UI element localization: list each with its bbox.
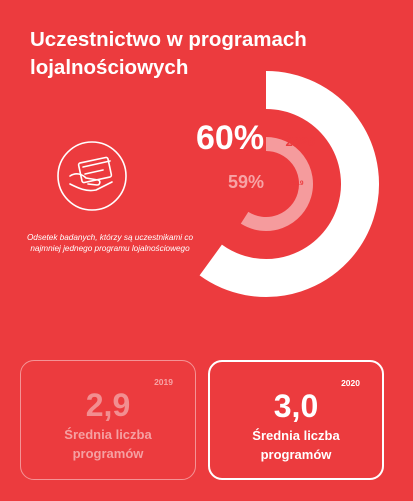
series-label-2020: 2020: [286, 134, 315, 149]
stat-label-2019-line-1: Średnia liczba: [64, 427, 152, 442]
stat-value-2019: 2,9: [85, 387, 131, 423]
stat-card-2019: 2019 2,9 Średnia liczba programów: [20, 360, 196, 480]
chart-caption: Odsetek badanych, którzy są uczestnikami…: [20, 232, 200, 254]
caption-line-1: Odsetek badanych, którzy są uczestnikami…: [26, 233, 194, 242]
hand-holding-card-icon: [57, 141, 127, 211]
stat-year-2019: 2019: [154, 377, 173, 387]
stat-label-2020: Średnia liczba programów: [210, 426, 382, 464]
stat-year-2020: 2020: [341, 378, 360, 388]
value-label-2020: 60%: [196, 119, 265, 157]
stat-label-2020-line-2: programów: [260, 447, 332, 462]
page-title: Uczestnictwo w programach lojalnościowyc…: [30, 26, 390, 82]
stat-label-2019-line-2: programów: [72, 446, 144, 461]
value-label-2019: 59%: [228, 172, 265, 192]
series-label-2019: 2019: [289, 180, 304, 187]
stat-label-2019: Średnia liczba programów: [21, 425, 195, 463]
caption-line-2: najmniej jednego programu lojalnościoweg…: [30, 244, 190, 253]
stat-card-2020: 2020 3,0 Średnia liczba programów: [208, 360, 384, 480]
title-line-1: Uczestnictwo w programach: [30, 28, 307, 51]
stat-value-2020: 3,0: [273, 388, 319, 424]
stat-label-2020-line-1: Średnia liczba: [252, 428, 340, 443]
title-line-2: lojalnościowych: [30, 56, 189, 79]
